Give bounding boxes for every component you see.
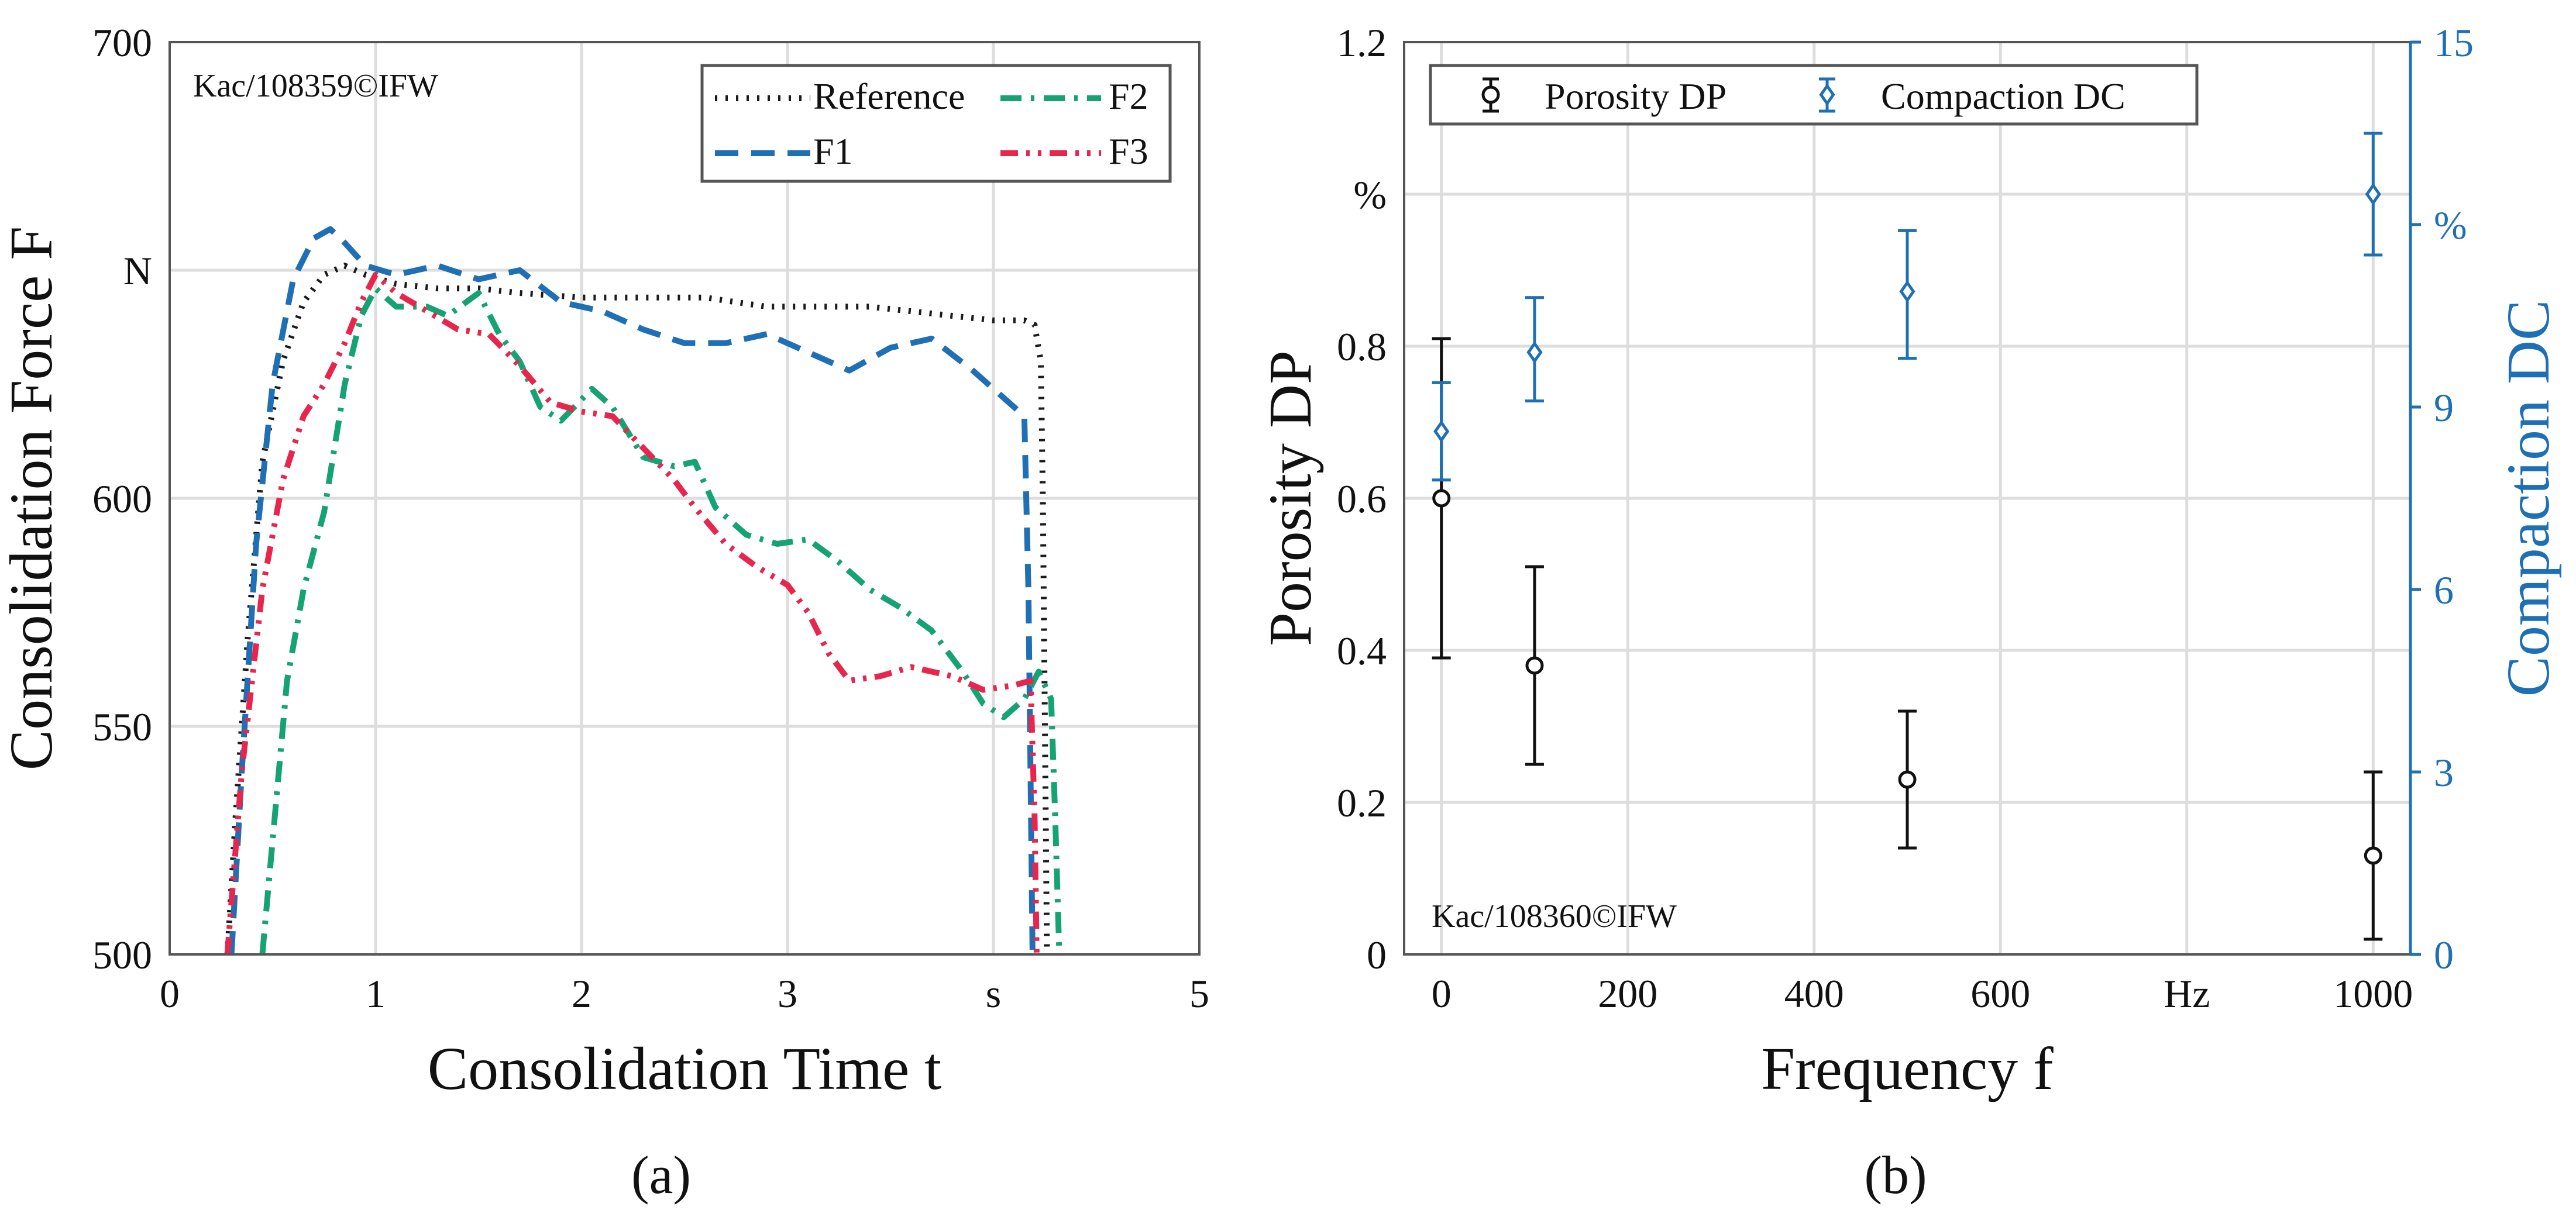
series-line-f1 [228, 226, 1036, 955]
panel-b-legend: Porosity DP Compaction DC [1429, 64, 2199, 126]
panel-b: 0 200 400 600 Hz 1000 0 0.2 0.4 0.6 0.8% 1.2 0 3 6 9%… [1257, 20, 2562, 1205]
panel-a-legend-box [700, 64, 1172, 183]
panel-b-y-ticks: 0 0.2 0.4 0.6 0.8% 1.2 [1337, 20, 1387, 977]
panel-b-y2-ticks: 0 3 6 9% 15 [2410, 20, 2474, 977]
panel-a-watermark: Kac/108359©IFW [193, 68, 438, 104]
panel-b-y-axis-label: Porosity DP [1257, 350, 1324, 646]
panel-a-x-tick-label: 5 [1189, 971, 1209, 1016]
panel-b-caption: (b) [1864, 1145, 1927, 1205]
marker-compaction [2365, 182, 2381, 206]
point-compaction [1432, 381, 1451, 482]
panel-a-x-ticks: 0 1 2 3 s 5 [160, 971, 1209, 1016]
point-compaction [1898, 229, 1917, 360]
panel-b-y2-tick-label: 3 [2434, 750, 2454, 795]
point-compaction [2364, 132, 2383, 257]
panel-b-series [1432, 132, 2383, 941]
panel-b-y-tick-label: % [1353, 173, 1387, 217]
panel-b-x-tick-label: 0 [1432, 971, 1452, 1016]
legend-label-f1: F1 [813, 130, 853, 172]
marker-porosity [1898, 770, 1917, 789]
panel-a: 0 1 2 3 s 5 500 550 600 N 700 Kac/108359©IFW Cons… [0, 20, 1209, 1205]
panel-b-watermark: Kac/108360©IFW [1432, 898, 1677, 935]
panel-b-x-tick-label: 1000 [2333, 971, 2413, 1016]
panel-a-y-ticks: 500 550 600 N 700 [92, 20, 152, 977]
point-porosity [1525, 565, 1544, 766]
panel-b-x-tick-label: 200 [1598, 971, 1657, 1016]
panel-a-y-axis-label: Consolidation Force F [0, 226, 65, 770]
legend-diamond-compaction [1819, 83, 1835, 106]
panel-a-x-axis-label: Consolidation Time t [428, 1035, 942, 1102]
marker-porosity [1432, 489, 1451, 508]
point-porosity [2364, 770, 2383, 941]
legend-label-f3: F3 [1109, 130, 1148, 172]
legend-circle-porosity [1481, 85, 1500, 104]
marker-porosity [2364, 846, 2382, 865]
panel-b-x-ticks: 0 200 400 600 Hz 1000 [1432, 971, 2413, 1016]
legend-label-reference: Reference [813, 75, 965, 117]
panel-b-y2-axis-label: Compaction DC [2495, 300, 2562, 697]
panel-b-y-tick-label: 0.2 [1337, 781, 1387, 825]
panel-a-y-tick-label: 700 [92, 20, 152, 65]
panel-b-y-tick-label: 0 [1367, 933, 1387, 977]
panel-b-y2-tick-label: 6 [2434, 568, 2454, 612]
panel-a-y-tick-label: 550 [92, 705, 152, 749]
panel-b-x-tick-label: Hz [2164, 971, 2210, 1016]
panel-a-caption: (a) [631, 1145, 691, 1205]
panel-a-frame [168, 41, 1201, 956]
legend-label-compaction: Compaction DC [1881, 75, 2126, 117]
point-porosity [1898, 709, 1917, 850]
marker-compaction [1433, 420, 1450, 443]
panel-a-x-tick-label: s [986, 971, 1001, 1016]
panel-b-y-tick-label: 0.6 [1337, 477, 1387, 521]
panel-b-y-tick-label: 1.2 [1337, 20, 1387, 65]
panel-b-y2-tick-label: 15 [2434, 20, 2474, 65]
panel-b-legend-box [1429, 64, 2199, 126]
panel-b-x-tick-label: 600 [1970, 971, 2030, 1016]
legend-marker-compaction [1819, 77, 1835, 113]
marker-compaction [1899, 280, 1915, 303]
point-compaction [1525, 296, 1544, 403]
panel-a-x-tick-label: 0 [160, 971, 180, 1016]
panel-a-x-tick-label: 2 [572, 971, 591, 1016]
panel-a-x-tick-label: 3 [778, 971, 797, 1016]
legend-label-f2: F2 [1109, 75, 1148, 117]
panel-a-x-tick-label: 1 [366, 971, 386, 1016]
series-line-f2 [259, 285, 1062, 955]
marker-porosity [1525, 656, 1544, 675]
panel-a-y-tick-label: N [123, 249, 152, 293]
legend-label-porosity: Porosity DP [1545, 75, 1726, 117]
series-line-f3 [224, 271, 1040, 955]
panel-b-y2-tick-label: 9 [2434, 385, 2454, 430]
panel-b-x-axis-label: Frequency f [1761, 1035, 2054, 1102]
panel-b-y2-tick-label: 0 [2434, 933, 2454, 977]
panel-a-legend: Reference F1 F2 F3 [700, 64, 1172, 183]
panel-a-y-tick-label: 500 [92, 933, 152, 977]
panel-b-y-tick-label: 0.8 [1337, 325, 1387, 369]
panel-a-series [224, 226, 1062, 955]
panel-a-y-tick-label: 600 [92, 477, 152, 521]
panel-b-x-tick-label: 400 [1784, 971, 1844, 1016]
marker-compaction [1526, 341, 1543, 364]
panel-b-y2-tick-label: % [2434, 203, 2467, 247]
legend-marker-porosity [1481, 77, 1500, 113]
panel-b-y-tick-label: 0.4 [1337, 629, 1387, 673]
